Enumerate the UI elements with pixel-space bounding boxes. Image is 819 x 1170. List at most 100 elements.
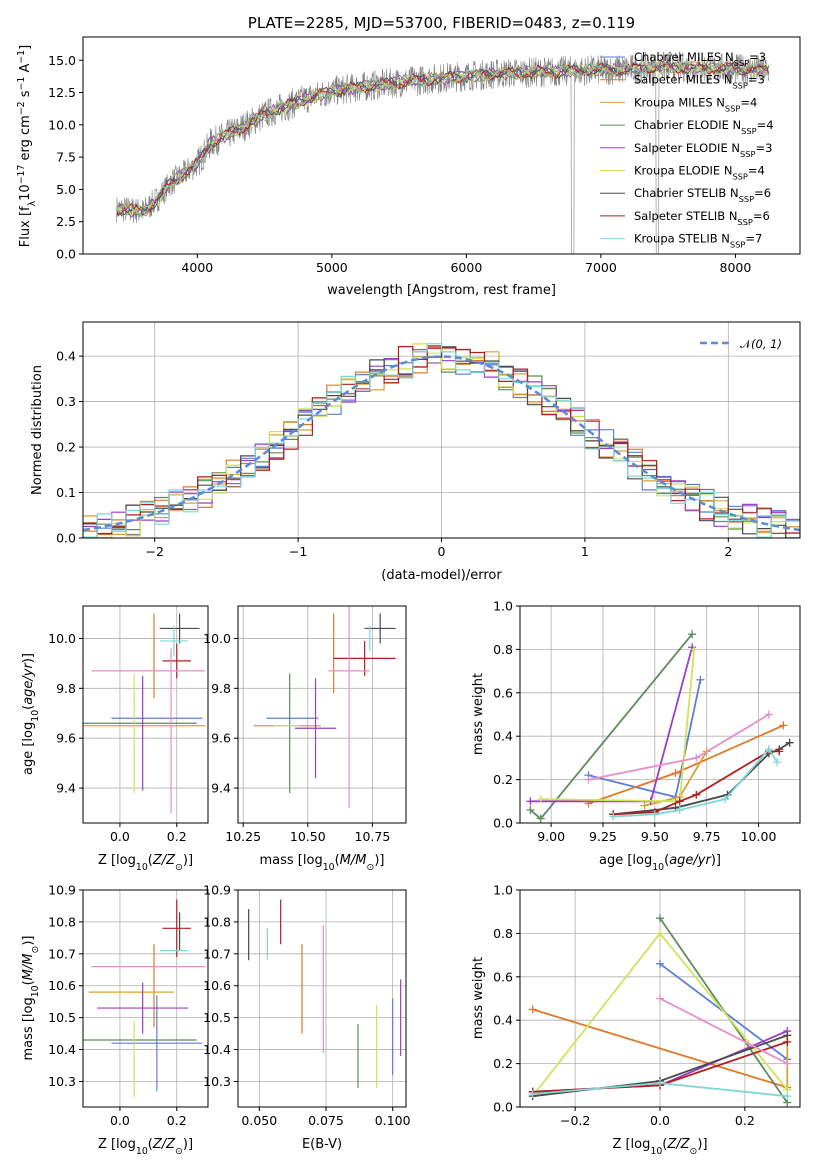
x-tick-label: 1 — [581, 544, 589, 559]
errorbar-chabrier-stelib — [159, 613, 200, 644]
errorbar-salpeter-stelib — [162, 643, 191, 679]
hist-kroupa-stelib — [83, 343, 800, 538]
series-salpeter-miles — [584, 721, 788, 808]
x-tick-label: 5000 — [316, 260, 348, 275]
series-kroupa-stelib — [528, 1079, 792, 1101]
x-axis-label: Z [log10(Z/Z⊙)] — [98, 1137, 193, 1157]
series-marker — [656, 1079, 664, 1088]
y-tick-label: 0.6 — [493, 685, 513, 700]
axes-frame — [82, 889, 209, 1108]
y-tick-label: 0.4 — [493, 729, 513, 744]
series-marker — [785, 738, 794, 747]
y-tick-label: 9.4 — [211, 781, 231, 796]
series-marker — [783, 1059, 792, 1068]
y-tick-label: 10.7 — [203, 946, 231, 961]
x-tick-label: 0.2 — [735, 1113, 755, 1128]
axes-frame — [237, 889, 407, 1108]
axes-residuals: −2 −1 0 1 2 0.0 0.1 0.2 0.3 0.4 𝒩(0, 1) (data-model… — [30, 321, 801, 583]
x-tick-label: 10.25 — [225, 829, 261, 844]
series-marker — [775, 747, 784, 756]
plot-area-mass_vs_Z — [83, 899, 206, 1098]
x-axis-label: (data-model)/error — [381, 568, 502, 583]
legend-entry: Salpeter MILES NSSP=3 — [634, 73, 765, 91]
y-tick-label: 1.0 — [493, 883, 513, 898]
x-tick-label: 10.75 — [355, 829, 391, 844]
legend-entry: Chabrier ELODIE NSSP=4 — [634, 118, 774, 136]
legend-entry: Kroupa STELIB NSSP=7 — [634, 232, 762, 250]
y-tick-label: 9.8 — [56, 681, 76, 696]
hist-kroupa-elodie — [83, 343, 800, 538]
legend-entry-gaussian: 𝒩(0, 1) — [740, 337, 782, 351]
series-marker — [650, 810, 659, 819]
plot-area-age_vs_Z — [83, 613, 206, 814]
legend-entry: Salpeter STELIB NSSP=6 — [634, 209, 770, 227]
y-axis-label: age [log10(age/yr)] — [21, 653, 41, 775]
series-marker — [692, 790, 701, 799]
series-line — [588, 713, 770, 781]
x-tick-label: 0.0 — [650, 1113, 670, 1128]
x-tick-label: −0.2 — [560, 1113, 590, 1128]
series-marker — [526, 797, 535, 806]
x-tick-label: 8000 — [720, 260, 752, 275]
panel-residuals: −2 −1 0 1 2 0.0 0.1 0.2 0.3 0.4 𝒩(0, 1) (data-model… — [30, 321, 801, 583]
series-chabrier-elodie — [526, 630, 697, 823]
y-tick-label: 5.0 — [56, 182, 76, 197]
series-marker — [536, 795, 545, 804]
y-tick-label: 0.4 — [56, 349, 76, 364]
x-tick-label: 0.0 — [110, 1113, 130, 1128]
y-tick-label: 12.5 — [48, 85, 76, 100]
x-tick-label: 0.100 — [375, 1113, 411, 1128]
x-tick-label: 0.2 — [167, 1113, 187, 1128]
y-tick-label: 9.4 — [56, 781, 76, 796]
y-axis-label: Flux [fλ10−17 erg cm−2 s−1 A−1] — [16, 45, 38, 247]
y-tick-label: 10.5 — [203, 1010, 231, 1025]
legend-entry: Chabrier MILES NSSP=3 — [634, 50, 766, 68]
spectrum-model-salpeter-elodie — [116, 61, 770, 218]
series-line — [644, 750, 708, 807]
x-axis-label: mass [log10(M/M⊙)] — [260, 853, 385, 873]
axes-frame — [82, 605, 209, 824]
panel-age_vs_mass: 10.25 10.50 10.75 9.4 9.6 9.8 10.0 mass [log10(… — [203, 605, 407, 873]
series-kroupa-stelib — [609, 745, 782, 821]
series-marker — [656, 929, 664, 938]
series-marker — [696, 675, 705, 684]
y-tick-label: 10.3 — [203, 1074, 231, 1089]
y-tick-label: 0.2 — [56, 440, 76, 455]
legend-entry: Kroupa MILES NSSP=4 — [634, 95, 757, 113]
series-marker — [764, 710, 773, 719]
y-tick-label: 10.6 — [203, 978, 231, 993]
x-tick-label: 0.050 — [241, 1113, 277, 1128]
x-tick-label: 6000 — [450, 260, 482, 275]
panel-spectrum: 4000 5000 6000 7000 8000 0.0 2.5 5.0 7.5 10.0 12.5… — [16, 36, 801, 298]
x-tick-label: 0.2 — [167, 829, 187, 844]
y-tick-label: 2.5 — [56, 214, 76, 229]
plot-area-age_vs_mass — [253, 606, 396, 809]
x-tick-label: 9.75 — [693, 829, 721, 844]
y-tick-label: 10.8 — [203, 914, 231, 929]
y-tick-label: 10.9 — [48, 883, 76, 898]
legend-entry: Salpeter ELODIE NSSP=3 — [634, 141, 772, 159]
x-tick-label: 0.075 — [308, 1113, 344, 1128]
errorbar-salpeter-stelib — [162, 899, 191, 958]
series-marker — [692, 753, 701, 762]
errorbar-chabrier-miles — [111, 995, 203, 1092]
series-marker — [690, 645, 699, 654]
y-tick-label: 10.6 — [48, 978, 76, 993]
series-marker — [779, 721, 788, 730]
axes-age_vs_Z: 0.0 0.2 9.4 9.6 9.8 10.0 Z [log10(Z/Z⊙)] age [l… — [21, 605, 209, 873]
panel-weight_vs_age: 9.00 9.25 9.50 9.75 10.00 0.0 0.2 0.4 0.6 0.8 1.0 a… — [471, 599, 801, 873]
series-marker — [656, 994, 664, 1003]
y-tick-label: 10.0 — [203, 631, 231, 646]
y-tick-label: 0.3 — [56, 394, 76, 409]
x-axis-label: wavelength [Angstrom, rest frame] — [327, 283, 556, 298]
spectrum-model-kroupa-elodie — [116, 60, 770, 218]
errorbar-extra — [328, 606, 370, 809]
series-line — [613, 747, 778, 818]
series-line — [613, 741, 791, 816]
y-tick-label: 7.5 — [56, 150, 76, 165]
series-marker — [675, 805, 684, 814]
x-axis-label: E(B-V) — [302, 1137, 342, 1152]
series-marker — [764, 745, 773, 754]
y-tick-label: 9.6 — [56, 731, 76, 746]
legend-entry: Kroupa ELODIE NSSP=4 — [634, 164, 765, 182]
